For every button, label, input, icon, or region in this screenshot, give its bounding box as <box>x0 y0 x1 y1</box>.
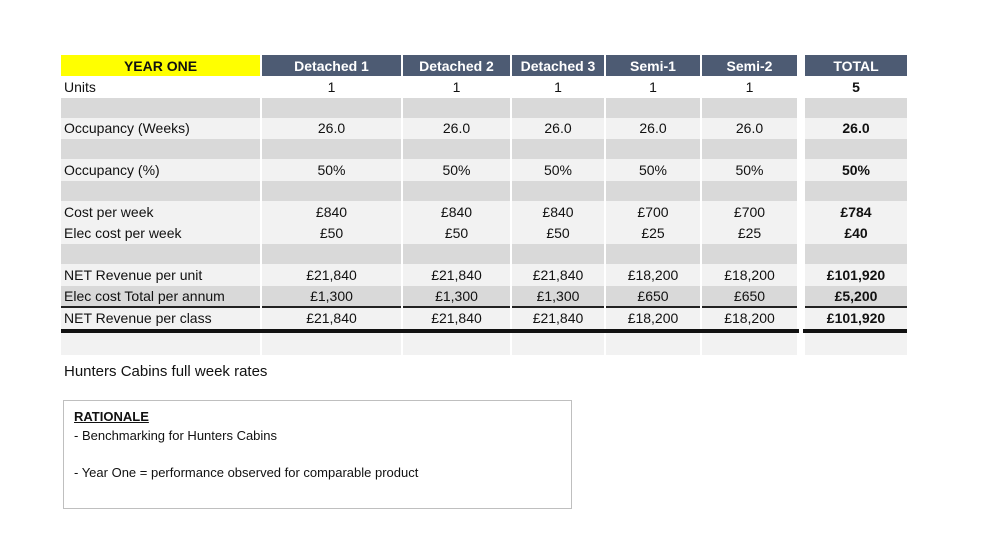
header-semi-2: Semi-2 <box>700 55 798 76</box>
cell: £1,300 <box>401 285 511 307</box>
header-semi-1: Semi-1 <box>604 55 701 76</box>
gap-cell <box>797 76 804 98</box>
cell: £50 <box>510 222 605 244</box>
spacer-row <box>61 180 907 201</box>
cell: £700 <box>700 200 798 223</box>
total-cell: £5,200 <box>803 285 907 307</box>
revenue-table: YEAR ONE Detached 1 Detached 2 Detached … <box>61 55 907 355</box>
cell: 1 <box>510 76 605 98</box>
row-label: Occupancy (Weeks) <box>61 117 261 140</box>
header-detached-1: Detached 1 <box>260 55 402 76</box>
cell: £18,200 <box>700 263 798 286</box>
gap-cell <box>797 263 804 286</box>
total-cell: £784 <box>803 200 907 223</box>
cell: 1 <box>401 76 511 98</box>
gap-cell <box>797 117 804 140</box>
rationale-line: - Year One = performance observed for co… <box>74 464 419 480</box>
units-row: Units 1 1 1 1 1 5 <box>61 76 907 98</box>
cell: £21,840 <box>401 263 511 286</box>
gap-cell <box>797 306 804 332</box>
header-total: TOTAL <box>803 55 907 76</box>
note-text: Hunters Cabins full week rates <box>64 363 268 380</box>
total-cell: 5 <box>803 76 907 98</box>
row-label: Elec cost Total per annum <box>61 285 261 307</box>
cell: £50 <box>260 222 402 244</box>
total-cell: £40 <box>803 222 907 244</box>
occupancy-weeks-row: Occupancy (Weeks) 26.0 26.0 26.0 26.0 26… <box>61 117 907 140</box>
cell: 50% <box>700 159 798 181</box>
row-label: Cost per week <box>61 200 261 223</box>
cell: £650 <box>700 285 798 307</box>
cost-per-week-row: Cost per week £840 £840 £840 £700 £700 £… <box>61 200 907 223</box>
cell: £21,840 <box>510 305 605 334</box>
cell: 1 <box>700 76 798 98</box>
cell: £21,840 <box>510 263 605 286</box>
total-cell: £101,920 <box>803 263 907 286</box>
total-cell: £101,920 <box>803 305 907 334</box>
spreadsheet: YEAR ONE Detached 1 Detached 2 Detached … <box>61 55 907 355</box>
cell: £700 <box>604 200 701 223</box>
cell: 1 <box>604 76 701 98</box>
net-revenue-class-row: NET Revenue per class £21,840 £21,840 £2… <box>61 305 907 334</box>
spacer-row <box>61 331 907 355</box>
cell: £21,840 <box>260 305 402 334</box>
cell: £650 <box>604 285 701 307</box>
elec-total-row: Elec cost Total per annum £1,300 £1,300 … <box>61 285 907 307</box>
cell: £18,200 <box>604 305 701 334</box>
header-row: YEAR ONE Detached 1 Detached 2 Detached … <box>61 55 907 76</box>
rationale-spacer <box>74 445 561 464</box>
total-cell: 26.0 <box>803 117 907 140</box>
row-label: Units <box>61 76 261 98</box>
row-label: Occupancy (%) <box>61 159 261 181</box>
cell: £50 <box>401 222 511 244</box>
cell: £25 <box>700 222 798 244</box>
cell: 50% <box>604 159 701 181</box>
row-label: NET Revenue per class <box>61 305 261 334</box>
spacer-row <box>61 139 907 160</box>
total-cell: 50% <box>803 159 907 181</box>
cell: 50% <box>260 159 402 181</box>
rationale-line: - Benchmarking for Hunters Cabins <box>74 427 278 443</box>
header-detached-3: Detached 3 <box>510 55 605 76</box>
gap-cell <box>797 222 804 244</box>
cell: 26.0 <box>260 117 402 140</box>
cell: 26.0 <box>700 117 798 140</box>
rationale-box: RATIONALE - Benchmarking for Hunters Cab… <box>63 400 572 509</box>
net-revenue-unit-row: NET Revenue per unit £21,840 £21,840 £21… <box>61 263 907 286</box>
cell: £840 <box>510 200 605 223</box>
cell: £25 <box>604 222 701 244</box>
spacer-row <box>61 243 907 264</box>
rationale-title: RATIONALE <box>74 409 149 424</box>
cell: 1 <box>260 76 402 98</box>
cell: 50% <box>401 159 511 181</box>
cell: 26.0 <box>510 117 605 140</box>
row-label: Elec cost per week <box>61 222 261 244</box>
gap-cell <box>797 200 804 223</box>
cell: £21,840 <box>401 305 511 334</box>
elec-cost-week-row: Elec cost per week £50 £50 £50 £25 £25 £… <box>61 222 907 244</box>
row-label: NET Revenue per unit <box>61 263 261 286</box>
cell: £1,300 <box>510 285 605 307</box>
header-year-one: YEAR ONE <box>61 55 261 76</box>
cell: £840 <box>260 200 402 223</box>
cell: £21,840 <box>260 263 402 286</box>
cell: 50% <box>510 159 605 181</box>
cell: 26.0 <box>604 117 701 140</box>
header-detached-2: Detached 2 <box>401 55 511 76</box>
gap-cell <box>797 159 804 181</box>
cell: 26.0 <box>401 117 511 140</box>
gap-cell <box>797 55 804 76</box>
cell: £18,200 <box>604 263 701 286</box>
cell: £18,200 <box>700 305 798 334</box>
occupancy-pct-row: Occupancy (%) 50% 50% 50% 50% 50% 50% <box>61 159 907 181</box>
cell: £840 <box>401 200 511 223</box>
gap-cell <box>797 285 804 307</box>
spacer-row <box>61 97 907 118</box>
cell: £1,300 <box>260 285 402 307</box>
